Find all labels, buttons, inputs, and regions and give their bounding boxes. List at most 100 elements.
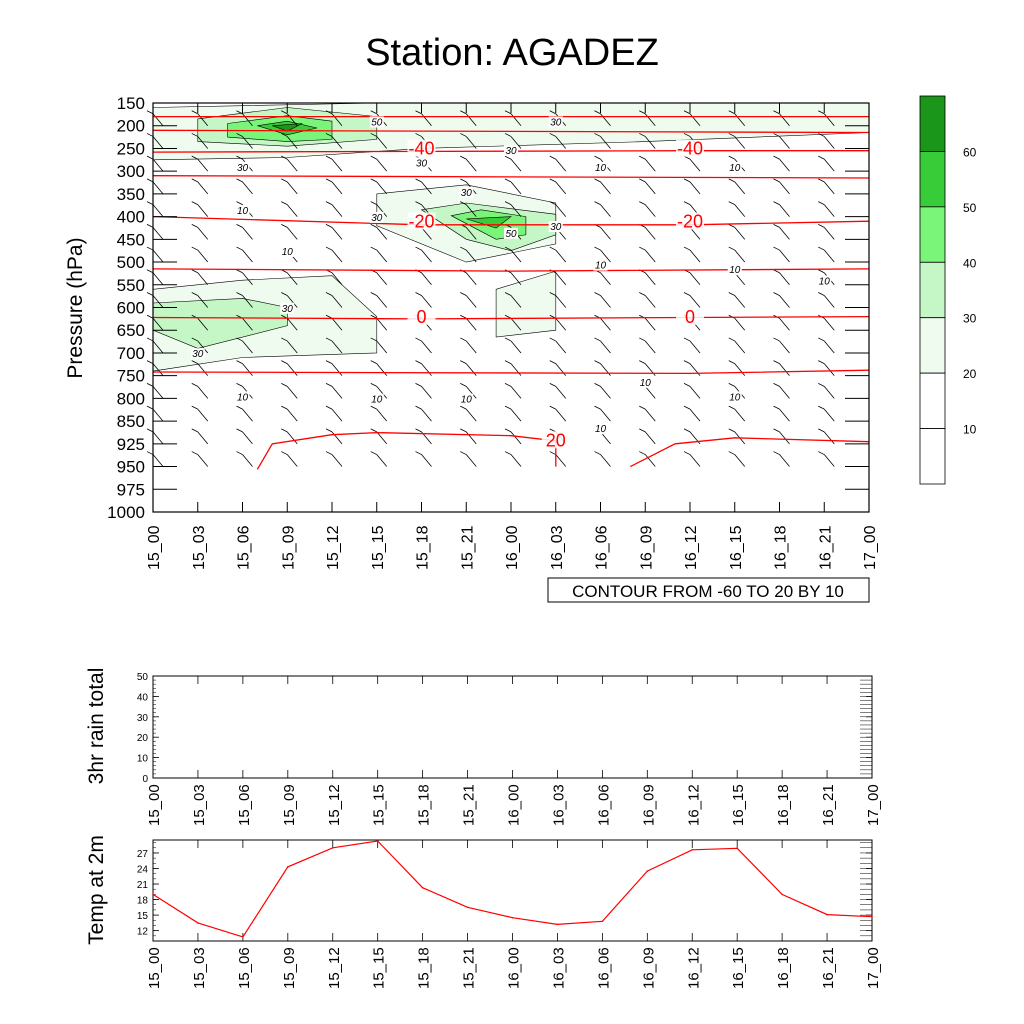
wind-barb <box>689 181 701 195</box>
y-tick-label: 500 <box>117 253 145 272</box>
wind-barb <box>146 155 154 160</box>
wind-barb <box>594 360 601 365</box>
wind-barb <box>146 428 154 433</box>
wind-barb <box>152 181 164 195</box>
wind-barb <box>639 246 646 251</box>
wind-barb <box>370 201 377 205</box>
wind-barb <box>510 113 522 126</box>
wind-barb <box>644 295 656 308</box>
x-tick-label: 17_00 <box>865 947 882 989</box>
x-tick-label: 16_09 <box>640 784 657 826</box>
wind-barb <box>734 363 746 376</box>
wind-barb <box>639 360 646 365</box>
wind-barb <box>818 178 825 183</box>
wind-barb <box>415 292 422 296</box>
temperature-point <box>871 915 873 918</box>
wind-barb <box>415 178 422 183</box>
wind-barb <box>683 246 691 251</box>
wind-barb <box>689 454 701 467</box>
wind-barb <box>823 249 835 263</box>
wind-barb <box>415 360 422 365</box>
wind-barb <box>286 408 298 422</box>
y-tick-label: 30 <box>137 713 149 724</box>
wind-barb <box>331 227 343 240</box>
wind-barb <box>197 113 209 126</box>
wind-barb <box>689 295 701 308</box>
wind-barb <box>376 181 388 195</box>
wind-barb <box>465 363 477 376</box>
wind-barb <box>242 249 253 263</box>
x-tick-label: 15_03 <box>191 525 208 570</box>
wind-barb <box>281 155 288 160</box>
x-tick-label: 16_21 <box>820 784 837 826</box>
y-tick-label: 650 <box>117 321 145 340</box>
humidity-contour-label-bg <box>280 302 295 314</box>
wind-barb <box>286 431 298 445</box>
wind-barb <box>197 136 209 149</box>
humidity-contour-label-bg <box>548 220 563 232</box>
x-tick-label: 16_00 <box>506 784 523 826</box>
wind-barb <box>465 295 477 308</box>
x-tick-label: 15_03 <box>191 784 208 826</box>
wind-barb <box>504 201 512 205</box>
humidity-contour-label: 30 <box>461 188 473 199</box>
wind-barb <box>555 181 567 195</box>
wind-barb <box>325 178 333 183</box>
x-tick-label: 16_00 <box>506 947 523 989</box>
wind-barb <box>555 158 567 172</box>
wind-barb <box>465 227 477 240</box>
wind-barb <box>818 201 825 205</box>
wind-barb <box>325 246 333 251</box>
wind-barb <box>236 360 243 365</box>
wind-barb <box>510 386 522 399</box>
wind-barb <box>286 340 298 354</box>
wind-barb <box>823 408 835 422</box>
wind-barb <box>600 340 611 354</box>
wind-barb <box>594 155 601 160</box>
wind-barb <box>325 201 333 205</box>
wind-barb <box>549 246 556 251</box>
wind-barb <box>773 360 780 365</box>
humidity-legend: 60 50 40 30 20 10 <box>919 95 977 485</box>
wind-barb <box>555 363 567 376</box>
humidity-contour-label-bg <box>414 157 429 169</box>
wind-barb <box>152 136 164 149</box>
upper-air-axes: 1502002503003504004505005506006507007508… <box>107 94 879 570</box>
wind-barb <box>504 360 512 365</box>
wind-barb <box>376 136 388 149</box>
wind-barb <box>823 181 835 195</box>
wind-barb <box>191 155 198 160</box>
wind-barb <box>236 428 243 433</box>
wind-barb <box>331 249 343 263</box>
x-tick-label: 15_00 <box>146 947 163 989</box>
y-tick-label: 700 <box>117 344 145 363</box>
wind-barb <box>191 246 198 251</box>
wind-barb <box>331 386 343 399</box>
humidity-contour-label: 10 <box>729 392 741 403</box>
wind-barb <box>370 360 377 365</box>
wind-barb <box>325 337 333 342</box>
wind-barb <box>191 223 198 228</box>
y-tick-label: 21 <box>137 880 149 891</box>
isotherm-layer: 50 30 30 30 30 10 10 30 10 30 50 30 10 10 10 10 30 30 10 10… <box>152 115 870 470</box>
legend-swatch <box>919 317 946 374</box>
wind-barb <box>197 363 209 376</box>
wind-barb <box>281 201 288 205</box>
legend-swatch <box>919 372 946 429</box>
wind-barb <box>376 431 388 445</box>
wind-barb <box>689 272 701 286</box>
x-tick-label: 16_12 <box>683 525 700 570</box>
wind-barb <box>779 227 790 240</box>
wind-barb <box>600 204 611 217</box>
wind-barb <box>370 292 377 296</box>
wind-barb <box>773 110 780 115</box>
wind-barb <box>376 363 388 376</box>
humidity-contour-label: 10 <box>819 277 831 288</box>
wind-barb <box>639 178 646 183</box>
wind-barb <box>779 113 790 126</box>
wind-barb <box>465 317 477 331</box>
wind-barb <box>331 363 343 376</box>
wind-barb <box>331 454 343 467</box>
y-tick-label: 12 <box>137 927 149 938</box>
wind-barb <box>331 204 343 217</box>
